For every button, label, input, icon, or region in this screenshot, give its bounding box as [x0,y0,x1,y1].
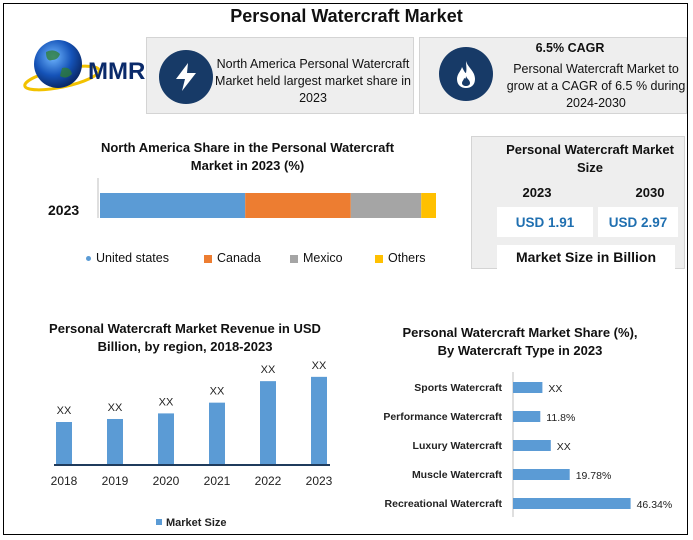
revenue-tick-label: 2020 [153,474,180,488]
kpi-right-text: Personal Watercraft Market to grow at a … [506,62,686,110]
type-data-label: XX [557,441,571,453]
kpi-right-heading: 6.5% CAGR [535,41,605,55]
revenue-data-label: XX [159,396,174,408]
share-legend-item: Mexico [290,251,343,265]
share-chart-title: North America Share in the Personal Wate… [100,140,395,173]
revenue-tick-label: 2022 [255,474,282,488]
revenue-data-label: XX [108,402,123,414]
type-data-label: 19.78% [576,470,612,482]
revenue-legend-swatch [156,519,162,525]
legend-swatch [375,254,383,263]
revenue-bar-2022 [260,381,276,465]
type-category-label: Muscle Watercraft [412,469,503,481]
infographic-frame [3,3,688,535]
type-category-label: Sports Watercraft [414,382,502,394]
type-data-label: XX [548,383,562,395]
revenue-bar-2021 [209,402,225,465]
type-category-label: Luxury Watercraft [413,440,503,452]
revenue-chart-title: Personal Watercraft Market Revenue in US… [49,321,321,354]
market-size-title: Personal Watercraft Market Size [506,142,674,175]
kpi-left-text: North America Personal Watercraft Market… [215,57,411,105]
revenue-tick-label: 2019 [102,474,129,488]
revenue-bar-2020 [158,413,174,465]
mmr-logo: MMR [23,40,145,92]
revenue-data-label: XX [57,405,72,417]
revenue-data-label: XX [261,364,276,376]
type-share-bar-chart: Sports Watercraft XX Performance Watercraf… [383,372,673,517]
type-category-label: Performance Watercraft [383,411,502,423]
size-year-1: 2023 [522,185,552,200]
page-title: Personal Watercraft Market [230,6,463,26]
kpi-right-icon-circle [439,47,493,101]
share-legend-item: United states [86,251,169,265]
type-bar-performance-watercraft [513,411,541,422]
share-segment-others [421,193,436,218]
share-segment-united-states [100,193,246,218]
legend-label: Canada [217,251,261,265]
revenue-data-label: XX [312,360,327,372]
revenue-tick-label: 2018 [51,474,78,488]
legend-swatch [86,256,91,262]
share-segment-canada [245,193,351,218]
size-value-2030: USD 2.97 [598,207,678,237]
revenue-bar-chart: XX 2018 XX 2019 XX 2020 XX 2021 XX 2022 XX 2023 Mark… [51,360,333,529]
type-bar-muscle-watercraft [513,469,570,480]
revenue-data-label: XX [210,386,225,398]
revenue-bar-2019 [107,418,123,465]
revenue-tick-label: 2021 [204,474,231,488]
share-legend-item: Others [375,251,426,265]
globe-icon [34,40,82,88]
size-value-2023: USD 1.91 [497,207,593,237]
type-data-label: 11.8% [546,412,575,424]
legend-label: Others [388,251,426,265]
share-category-label: 2023 [48,202,80,218]
revenue-tick-label: 2023 [306,474,333,488]
flame-icon [457,61,475,88]
share-legend-item: Canada [204,251,261,265]
legend-swatch [290,254,298,263]
logo-text: MMR [88,58,145,85]
type-bar-recreational-watercraft [513,498,631,509]
share-segment-mexico [350,193,422,218]
lightning-icon [176,63,196,91]
revenue-legend-label: Market Size [166,517,227,529]
type-bar-sports-watercraft [513,382,543,393]
type-chart-title: Personal Watercraft Market Share (%), By… [402,325,638,358]
kpi-right-card [419,37,687,114]
size-year-2: 2030 [635,185,665,200]
share-legend: United states Canada Mexico Others [86,251,446,269]
legend-label: United states [96,251,169,265]
legend-label: Mexico [303,251,343,265]
revenue-bar-2023 [311,376,327,465]
size-footer: Market Size in Billion [497,245,675,269]
revenue-bar-2018 [56,422,72,465]
kpi-left-icon-circle [159,50,213,104]
legend-swatch [204,254,212,263]
share-stacked-bar-chart [97,178,436,218]
type-category-label: Recreational Watercraft [385,498,503,510]
type-data-label: 46.34% [637,499,673,511]
type-bar-luxury-watercraft [513,440,551,451]
